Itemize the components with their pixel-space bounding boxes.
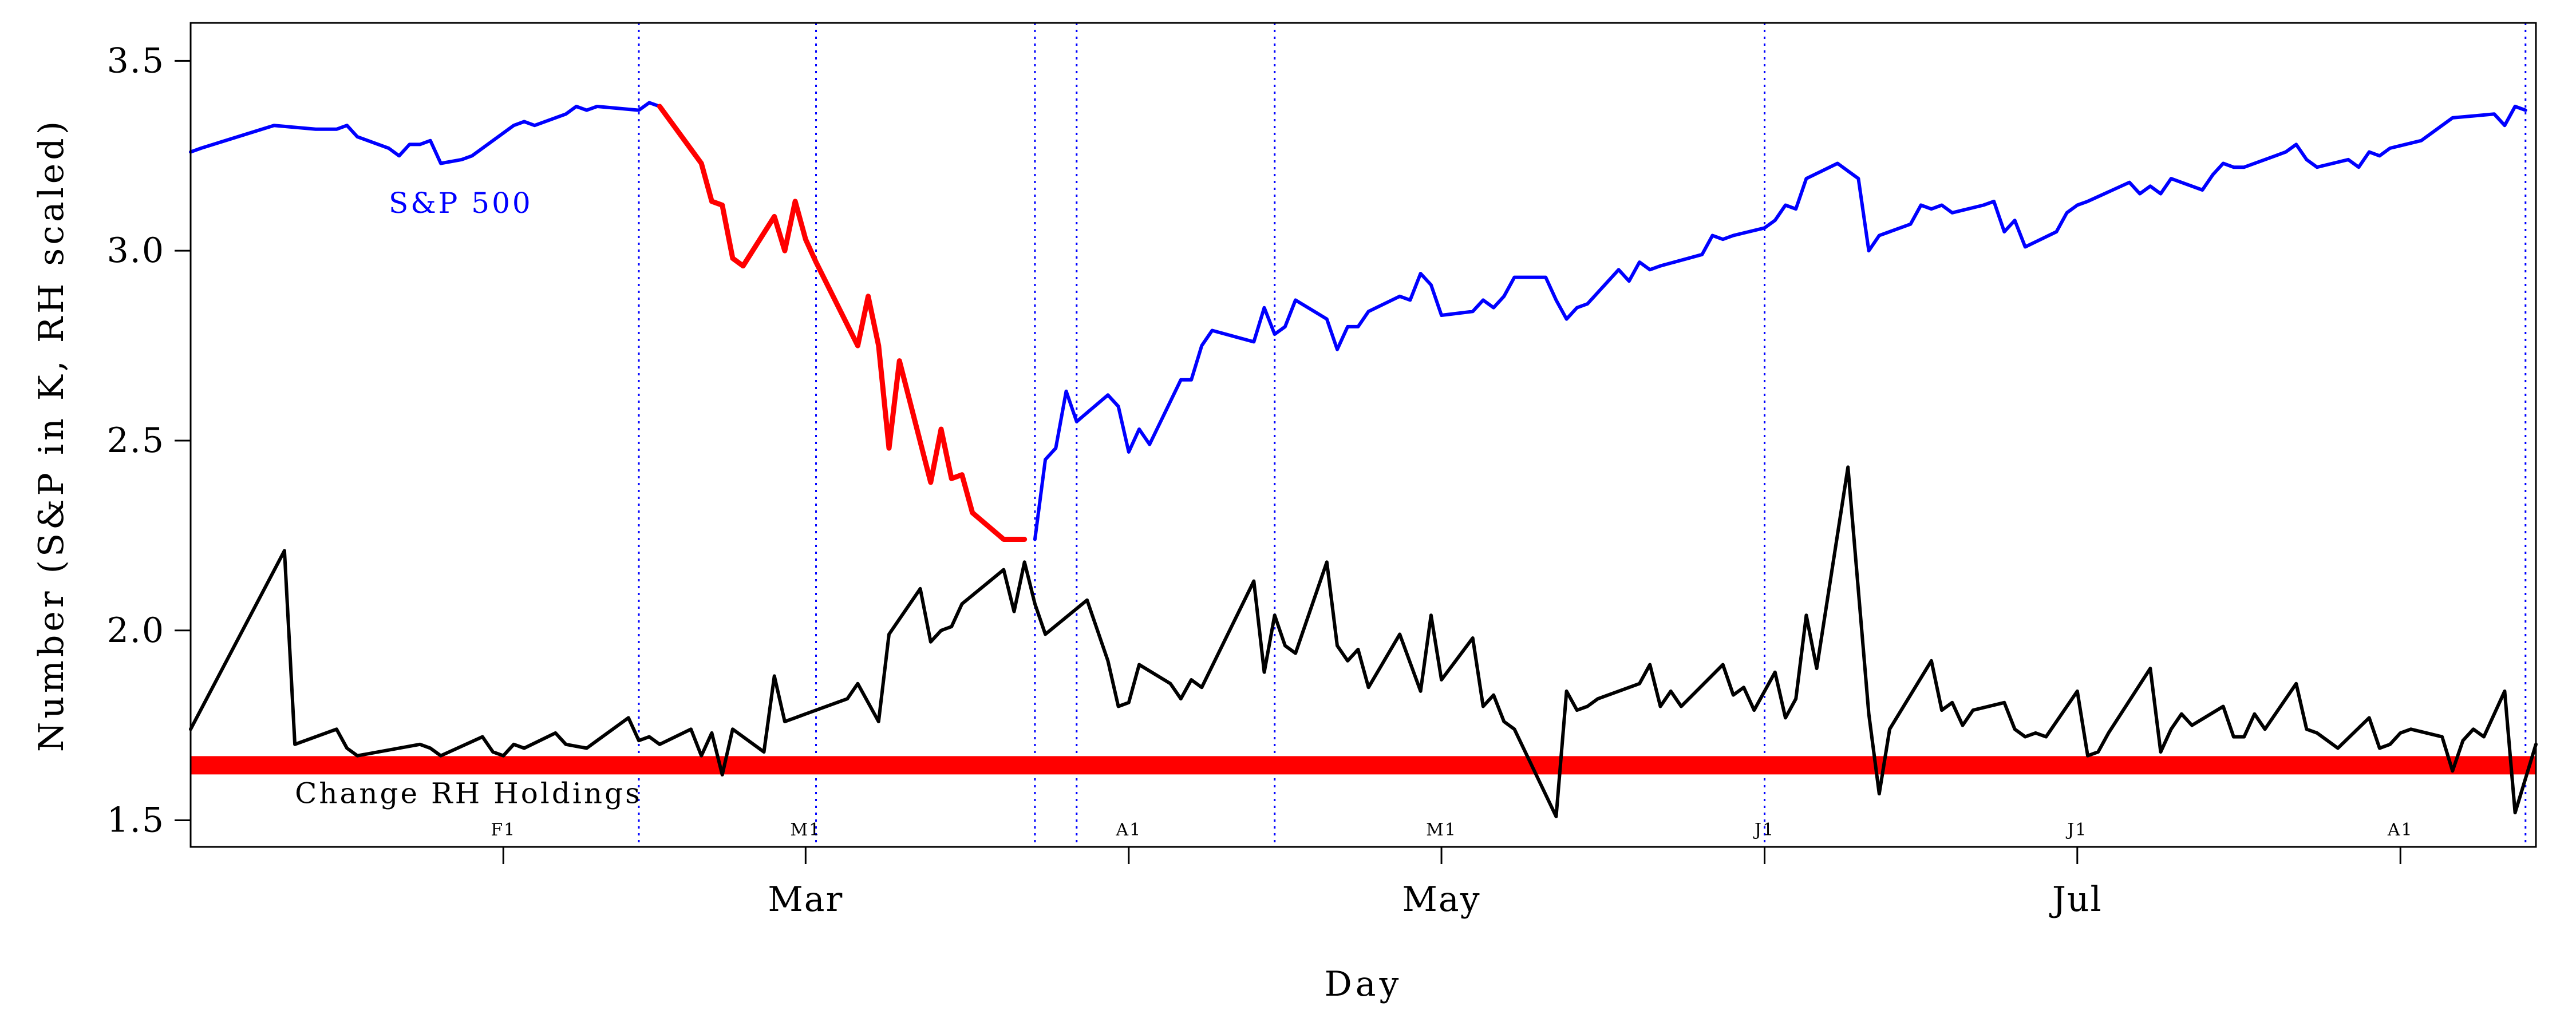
month-start-label: A1 <box>2387 820 2413 840</box>
event-marker-lines <box>638 23 2527 847</box>
month-start-label: M1 <box>790 820 821 840</box>
plot-frame <box>189 22 2537 848</box>
series-line-3 <box>1033 105 2527 541</box>
month-start-label: M1 <box>1426 820 1457 840</box>
y-tick-label: 1.5 <box>107 801 165 841</box>
x-axis: Mar May Jul <box>502 847 2401 920</box>
x-axis-title: Day <box>1325 964 1402 1004</box>
x-tick-label: Jul <box>2049 880 2103 920</box>
month-start-labels: F1 M1 A1 M1 J1 J1 A1 <box>491 820 2413 840</box>
y-tick-label: 3.5 <box>107 41 165 81</box>
y-tick-label: 2.0 <box>107 611 165 651</box>
month-start-label: J1 <box>2065 820 2087 840</box>
x-tick-label: Mar <box>768 880 843 920</box>
rh-series-label: Change RH Holdings <box>295 777 642 810</box>
month-start-label: J1 <box>1753 820 1775 840</box>
month-start-label: A1 <box>1115 820 1141 840</box>
series-line-1 <box>189 101 662 165</box>
x-tick-label: May <box>1402 880 1481 920</box>
series-layer <box>189 101 2538 818</box>
y-tick-label: 2.5 <box>107 421 165 461</box>
sp500-series-label: S&P 500 <box>389 187 533 220</box>
series-line-2 <box>657 104 1028 542</box>
y-tick-label: 3.0 <box>107 231 165 271</box>
series-line-4 <box>189 465 2538 818</box>
y-axis-title: Number (S&P in K, RH scaled) <box>31 118 72 752</box>
month-start-label: F1 <box>491 820 516 840</box>
y-axis: 1.5 2.0 2.5 3.0 3.5 <box>107 41 191 841</box>
